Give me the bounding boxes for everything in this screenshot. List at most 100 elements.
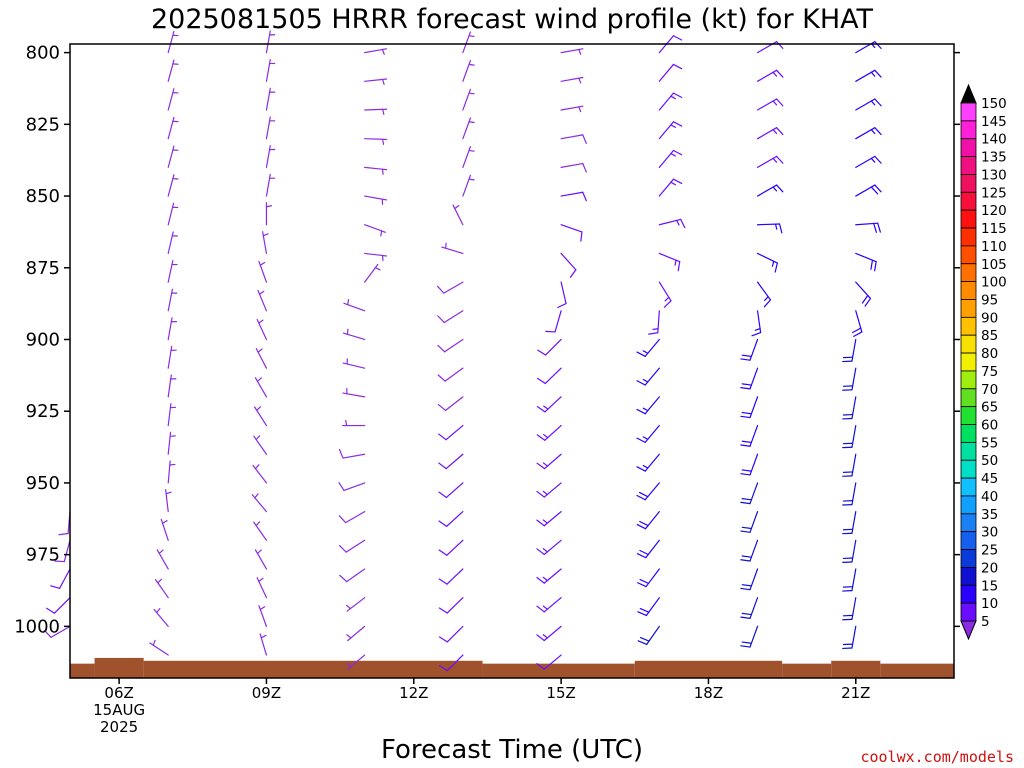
barb-feather [536, 519, 545, 527]
wind-barb [58, 511, 71, 536]
wind-barb [637, 597, 660, 617]
wind-barb [437, 367, 464, 382]
colorbar-label: 95 [981, 292, 998, 308]
wind-barb [740, 338, 759, 361]
barb-shaft [342, 453, 366, 459]
wind-barb [842, 424, 857, 449]
colorbar-label: 150 [981, 96, 1007, 112]
barb-feather [338, 448, 344, 459]
wind-barb [462, 31, 475, 54]
wind-barb [855, 69, 882, 82]
barb-half-feather [542, 576, 548, 582]
colorbar-swatch [960, 459, 977, 479]
colorbar-high-triangle [960, 83, 977, 104]
barb-feather [637, 640, 648, 645]
wind-barb [255, 348, 268, 369]
plot-frame [69, 43, 955, 679]
colorbar-swatch [960, 370, 977, 390]
x-tick-date: 15AUG [93, 701, 145, 719]
barb-feather [557, 302, 567, 309]
colorbar-label: 25 [981, 543, 998, 559]
wind-barb [536, 511, 562, 527]
barb-shaft [560, 281, 567, 305]
barb-feather [338, 515, 347, 524]
barb-half-feather [870, 100, 876, 106]
colorbar-swatch [960, 477, 977, 497]
barb-feather [776, 127, 784, 136]
wind-barb [265, 30, 276, 54]
barb-feather [741, 440, 752, 444]
wind-barb [756, 184, 784, 197]
barb-shaft [658, 63, 675, 82]
wind-barb [364, 78, 388, 85]
barb-half-feather [165, 491, 172, 495]
wind-barb [536, 396, 562, 413]
barb-half-feather [255, 435, 261, 441]
barb-shaft [554, 310, 562, 333]
credit-text: coolwx.com/models [860, 748, 1014, 766]
wind-barb [160, 518, 169, 541]
barb-feather [874, 98, 882, 107]
barb-feather [741, 526, 752, 530]
wind-barb [438, 482, 464, 499]
colorbar-label: 110 [981, 239, 1007, 255]
wind-barb [364, 166, 388, 175]
barb-feather [580, 231, 583, 242]
colorbar-label: 140 [981, 132, 1007, 148]
x-tick-label: 18Z [694, 684, 723, 702]
barb-feather [740, 387, 751, 390]
wind-barb [167, 288, 178, 312]
barb-shaft [444, 367, 464, 382]
wind-barb [842, 482, 857, 506]
wind-barb [438, 511, 464, 527]
wind-barb [537, 338, 562, 356]
wind-barb [536, 597, 562, 613]
barb-half-feather [468, 92, 475, 95]
wind-barb [557, 281, 567, 309]
wind-barb [46, 597, 71, 614]
barb-feather [536, 576, 545, 584]
colorbar-swatch [960, 263, 977, 283]
colorbar-label: 45 [981, 471, 998, 487]
wind-barb [751, 310, 762, 337]
barb-feather [776, 155, 784, 164]
barb-feather [638, 491, 649, 498]
barb-half-feather [265, 205, 273, 208]
wind-barb [339, 568, 366, 583]
barb-half-feather [454, 204, 460, 210]
barb-feather [582, 191, 587, 202]
colorbar-swatch [960, 316, 977, 336]
wind-barb [167, 145, 179, 168]
wind-barb [437, 310, 464, 324]
barb-feather [536, 548, 545, 556]
barb-feather [861, 294, 869, 304]
barb-shaft [544, 367, 562, 385]
wind-barb [842, 396, 857, 420]
barb-feather [870, 186, 879, 195]
barb-feather [740, 501, 751, 505]
barb-feather [853, 331, 863, 337]
colorbar-label: 90 [981, 310, 998, 326]
barb-shaft [560, 224, 583, 233]
wind-barb [536, 568, 562, 584]
barb-feather [740, 616, 751, 619]
wind-barb [740, 396, 759, 419]
colorbar-label: 30 [981, 525, 998, 541]
y-tick-label: 925 [26, 401, 60, 422]
wind-barb [842, 511, 857, 535]
barb-feather [438, 549, 448, 556]
barb-half-feather [670, 181, 676, 186]
colorbar-swatch [960, 191, 977, 211]
colorbar-swatch [960, 406, 977, 425]
barb-half-feather [670, 152, 676, 157]
wind-barb [658, 149, 683, 168]
barb-feather [636, 351, 646, 357]
barb-feather [873, 222, 877, 233]
wind-barb [536, 654, 562, 670]
wind-barb [438, 539, 464, 556]
barb-feather [672, 63, 683, 70]
colorbar-label: 50 [981, 453, 998, 469]
barb-feather [741, 383, 752, 386]
wind-barb [259, 633, 268, 656]
barb-feather [874, 69, 882, 78]
